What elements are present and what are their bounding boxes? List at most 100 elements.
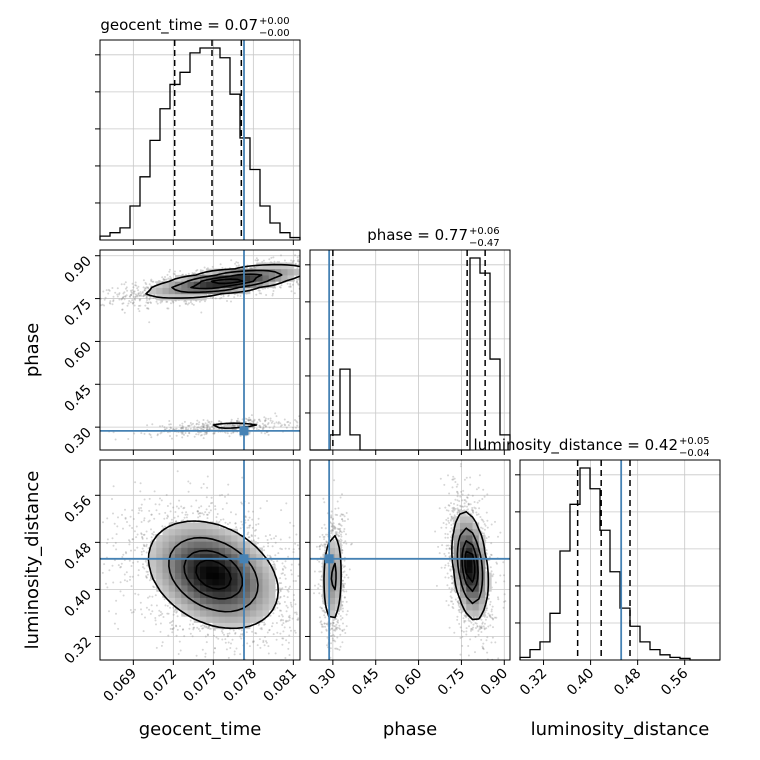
scatter-point xyxy=(135,284,138,287)
scatter-point xyxy=(255,257,258,260)
scatter-point xyxy=(297,563,300,566)
scatter-point xyxy=(281,624,284,626)
density-cell xyxy=(212,268,220,276)
scatter-point xyxy=(305,279,307,281)
scatter-point xyxy=(227,656,230,659)
scatter-point xyxy=(171,628,174,631)
scatter-point xyxy=(247,502,250,505)
scatter-point xyxy=(146,307,149,310)
scatter-point xyxy=(302,279,304,281)
scatter-point xyxy=(216,428,219,431)
scatter-point xyxy=(228,521,231,524)
scatter-point xyxy=(204,652,207,655)
scatter-point xyxy=(252,539,255,542)
scatter-point xyxy=(121,513,123,516)
scatter-point xyxy=(183,433,185,436)
scatter-point xyxy=(265,640,267,643)
scatter-point xyxy=(230,418,233,421)
scatter-point xyxy=(142,295,145,298)
scatter-point xyxy=(279,286,282,289)
scatter-point xyxy=(272,427,275,430)
scatter-point xyxy=(252,420,255,423)
panel-background xyxy=(520,460,720,660)
scatter-point xyxy=(139,294,142,297)
scatter-point xyxy=(261,422,264,425)
scatter-point xyxy=(202,483,205,485)
scatter-point xyxy=(279,609,281,612)
scatter-point xyxy=(106,542,109,545)
scatter-point xyxy=(206,426,209,429)
scatter-point xyxy=(107,288,110,291)
density-cell xyxy=(275,268,282,276)
scatter-point xyxy=(184,302,187,305)
scatter-point xyxy=(120,565,122,568)
density-cell xyxy=(256,275,263,282)
scatter-point xyxy=(140,533,143,536)
scatter-point xyxy=(264,419,267,422)
scatter-point xyxy=(128,540,131,543)
scatter-point xyxy=(273,425,276,428)
scatter-point xyxy=(144,304,147,307)
scatter-point xyxy=(288,654,291,656)
scatter-point xyxy=(148,608,151,611)
scatter-point xyxy=(240,629,243,632)
density-cell xyxy=(162,287,170,295)
scatter-point xyxy=(197,516,200,519)
scatter-point xyxy=(202,513,205,516)
y-tick-label: 0.30 xyxy=(61,425,94,458)
panel-background xyxy=(310,250,510,450)
scatter-point xyxy=(167,612,170,615)
scatter-point xyxy=(232,423,235,426)
scatter-point xyxy=(190,423,193,426)
scatter-point xyxy=(286,620,289,623)
scatter-point xyxy=(252,640,255,643)
scatter-point xyxy=(154,617,157,619)
scatter-point xyxy=(219,421,222,424)
density-cell xyxy=(287,275,295,282)
density-cell xyxy=(187,275,195,282)
scatter-point xyxy=(112,544,115,547)
scatter-point xyxy=(131,289,134,292)
scatter-point xyxy=(288,634,291,637)
scatter-point xyxy=(238,669,240,671)
scatter-point xyxy=(145,576,148,579)
scatter-point xyxy=(102,290,105,293)
scatter-point xyxy=(283,595,286,598)
scatter-point xyxy=(258,638,261,641)
scatter-point xyxy=(148,595,151,598)
scatter-point xyxy=(206,513,208,516)
density-cell xyxy=(193,287,201,295)
scatter-point xyxy=(267,422,270,424)
scatter-point xyxy=(276,606,279,609)
scatter-point xyxy=(123,579,126,582)
scatter-point xyxy=(140,613,143,616)
scatter-point xyxy=(129,578,131,581)
scatter-point xyxy=(288,619,291,622)
scatter-point xyxy=(143,567,146,570)
scatter-point xyxy=(253,695,255,697)
scatter-point xyxy=(169,268,171,271)
scatter-point xyxy=(236,419,239,422)
scatter-point xyxy=(224,431,227,434)
scatter-point xyxy=(170,427,172,430)
scatter-point xyxy=(148,519,151,522)
scatter-point xyxy=(287,647,290,650)
scatter-point xyxy=(172,627,175,629)
density-cell xyxy=(162,281,170,288)
scatter-point xyxy=(133,549,136,552)
scatter-point xyxy=(285,426,288,429)
scatter-point xyxy=(203,266,206,269)
scatter-point xyxy=(124,551,127,554)
scatter-point xyxy=(130,294,133,296)
scatter-point xyxy=(260,627,263,629)
scatter-point xyxy=(301,252,303,254)
scatter-point xyxy=(306,271,308,273)
scatter-point xyxy=(193,272,196,275)
scatter-point xyxy=(169,627,172,630)
scatter-point xyxy=(268,426,271,429)
scatter-point xyxy=(183,300,186,303)
scatter-point xyxy=(128,539,130,542)
scatter-point xyxy=(155,509,158,512)
scatter-point xyxy=(290,629,292,632)
scatter-point xyxy=(150,436,153,439)
